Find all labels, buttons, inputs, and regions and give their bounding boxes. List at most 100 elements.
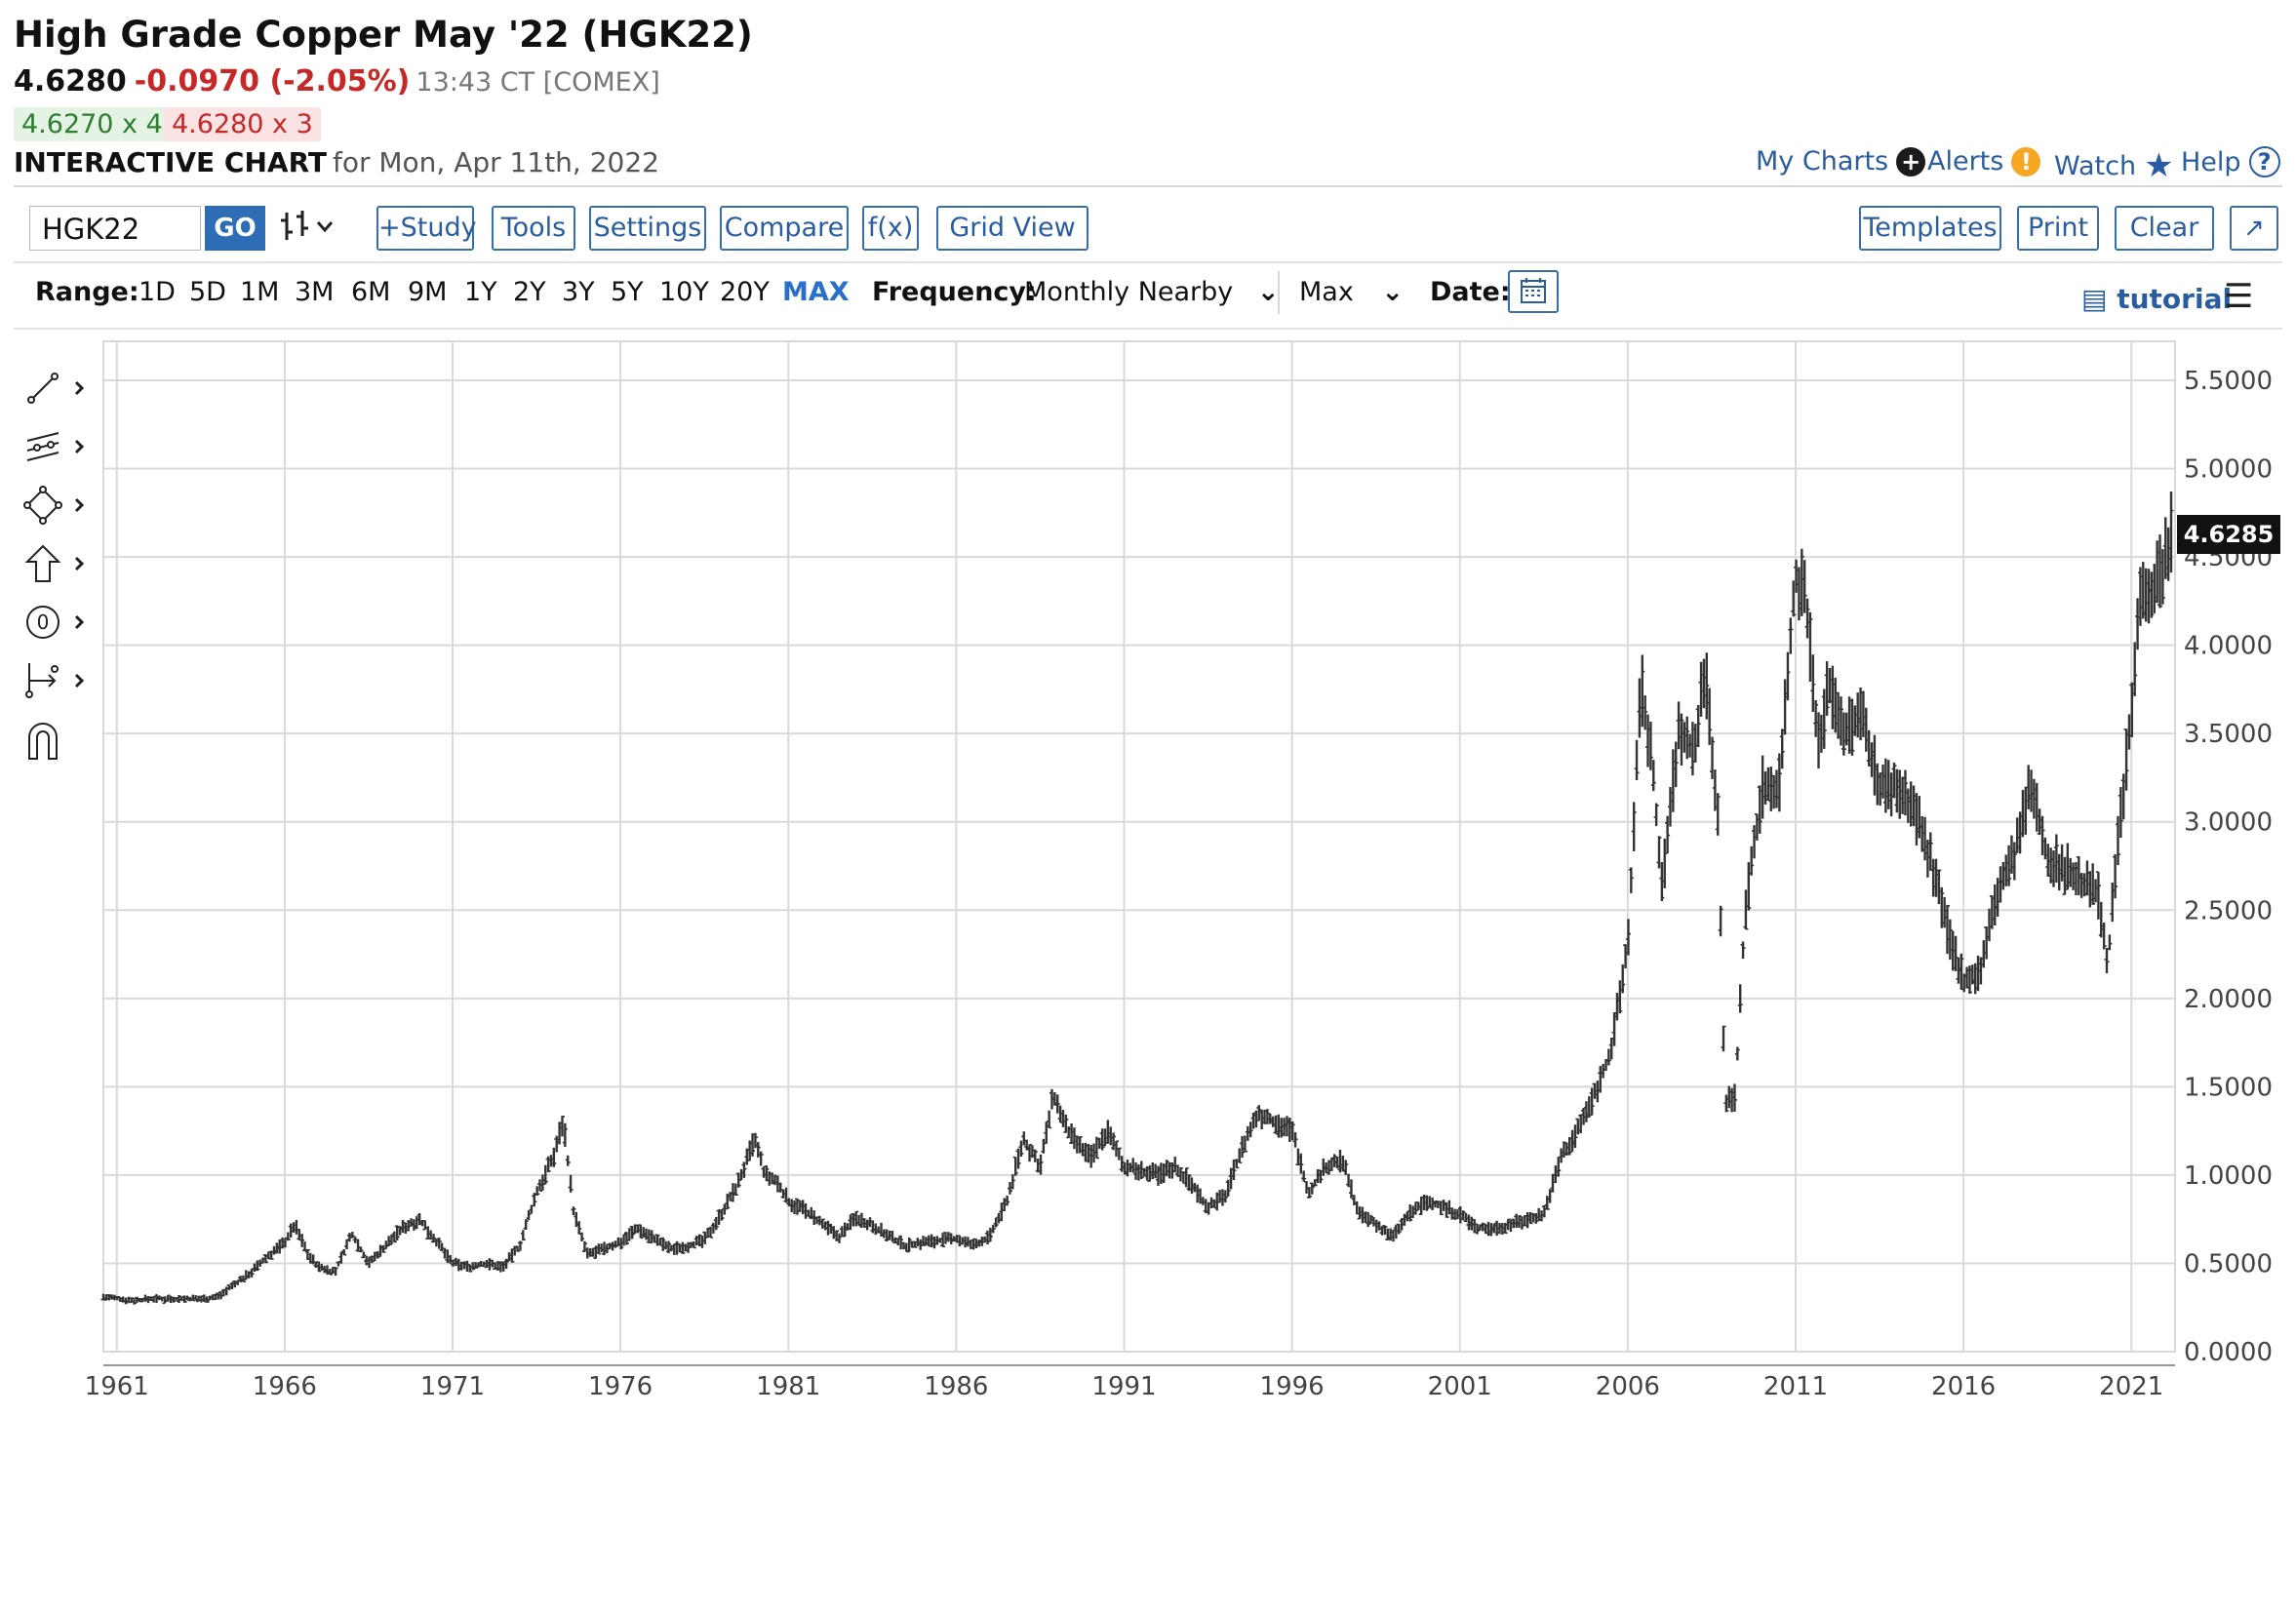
ohlc-bar [1944,904,1950,955]
measure-icon [25,663,85,698]
channel-tool[interactable] [23,425,92,468]
ohlc-bar [990,1224,996,1234]
ohlc-bar [696,1234,702,1246]
chevron-down-icon [316,221,334,233]
ohlc-bar [2095,871,2101,920]
print-button[interactable]: Print [2017,206,2099,251]
grid-view-button[interactable]: Grid View [936,206,1089,251]
ohlc-bar [1849,698,1855,756]
ohlc-bar [1009,1174,1015,1190]
ohlc-bar [394,1225,400,1240]
chart-caption-label: INTERACTIVE CHART [14,146,327,178]
watch-link[interactable]: Watch ★ [2054,146,2174,185]
range-1d[interactable]: 1D [139,277,176,307]
calendar-icon [1521,278,1546,303]
calendar-button[interactable] [1508,270,1559,313]
help-link[interactable]: Help ? [2181,146,2280,177]
compare-button[interactable]: Compare [720,206,849,251]
ohlc-bar [568,1174,574,1193]
expand-button[interactable]: ↗ [2230,206,2278,251]
function-button[interactable]: f(x) [862,206,919,251]
tutorial-link[interactable]: ▤ tutorial [2081,283,2232,315]
magnet-tool[interactable] [23,718,92,761]
ohlc-bar [1093,1136,1099,1160]
ohlc-bar [1617,980,1623,1014]
chart-type-dropdown[interactable] [279,209,341,252]
tools-button[interactable]: Tools [492,206,575,251]
price-change: -0.0970 (-2.05%) [134,64,411,98]
range-2y[interactable]: 2Y [513,277,546,307]
star-icon: ★ [2144,146,2174,185]
range-5y[interactable]: 5Y [611,277,644,307]
ohlc-bar [1234,1159,1240,1169]
range-20y[interactable]: 20Y [720,277,770,307]
ohlc-bar [649,1230,654,1244]
ohlc-bar [1119,1156,1125,1172]
frequency-select[interactable]: Monthly Nearby ⌄ [1024,277,1279,307]
ohlc-bar [1841,712,1846,756]
my-charts-link[interactable]: My Charts + [1756,146,1926,177]
ohlc-bar [1947,919,1953,961]
max-select[interactable]: Max ⌄ [1299,277,1404,307]
ohlc-bar [940,1233,946,1248]
chart-caption: INTERACTIVE CHART for Mon, Apr 11th, 2022 [14,146,659,178]
ohlc-bar [1318,1169,1324,1184]
ohlc-bar [1813,699,1819,737]
ohlc-bar [316,1261,322,1273]
price-chart[interactable]: 0.0000 0.5000 1.0000 1.5000 2.0000 2.5000 3.00… [0,332,2296,1613]
ohlc-bar [526,1210,532,1221]
range-1y[interactable]: 1Y [464,277,497,307]
ohlc-bar [1368,1214,1374,1225]
ohlc-bar [2053,834,2059,884]
magnet-icon [28,723,58,760]
y-tick-label: 0.5000 [2184,1249,2273,1279]
film-icon: ▤ [2081,283,2108,315]
ohlc-bar [361,1251,367,1259]
alerts-link[interactable]: Alerts ! [1927,146,2041,177]
range-5d[interactable]: 5D [189,277,226,307]
arrow-up-icon [24,544,85,582]
shape-tool[interactable] [23,484,92,527]
range-1m[interactable]: 1M [240,277,280,307]
y-tick-label: 2.0000 [2184,985,2273,1014]
ohlc-bar [1653,803,1659,827]
ohlc-bar [1047,1110,1052,1129]
ohlc-bar [1231,1159,1237,1181]
frequency-label: Frequency: [872,277,1037,307]
range-10y[interactable]: 10Y [659,277,709,307]
trendline-tool[interactable] [23,367,92,410]
clear-button[interactable]: Clear [2115,206,2214,251]
ohlc-bar [1460,1210,1466,1221]
ohlc-bar [1438,1200,1444,1216]
symbol-input[interactable]: HGK22 [29,206,201,251]
ohlc-bar [1801,560,1807,613]
measure-tool[interactable] [23,659,92,702]
shape-icon [23,486,85,525]
study-button[interactable]: +Study [376,206,477,251]
ohlc-bar [1749,846,1755,876]
range-label: Range: [35,277,139,307]
hamburger-menu-icon[interactable]: ☰ [2224,277,2254,316]
ohlc-bar [1936,869,1942,905]
ohlc-bar [1382,1225,1388,1236]
arrow-tool[interactable] [23,542,92,585]
x-tick-label: 2021 [2099,1372,2163,1401]
counter-tool[interactable]: 0 [23,601,92,644]
settings-button[interactable]: Settings [589,206,706,251]
range-3m[interactable]: 3M [295,277,335,307]
ohlc-bar [752,1132,758,1149]
ohlc-bar [1821,688,1827,749]
range-3y[interactable]: 3Y [562,277,595,307]
ohlc-bar [1731,1083,1737,1113]
ohlc-bar [1776,753,1782,812]
go-button[interactable]: GO [205,206,265,251]
templates-button[interactable]: Templates [1859,206,2001,251]
ohlc-bar [436,1238,442,1249]
range-6m[interactable]: 6M [351,277,391,307]
ohlc-bar [691,1240,696,1249]
ohlc-bar [503,1258,509,1269]
range-9m[interactable]: 9M [408,277,448,307]
ohlc-bar [618,1238,624,1250]
range-max[interactable]: MAX [782,277,850,307]
ohlc-bar [559,1116,565,1137]
